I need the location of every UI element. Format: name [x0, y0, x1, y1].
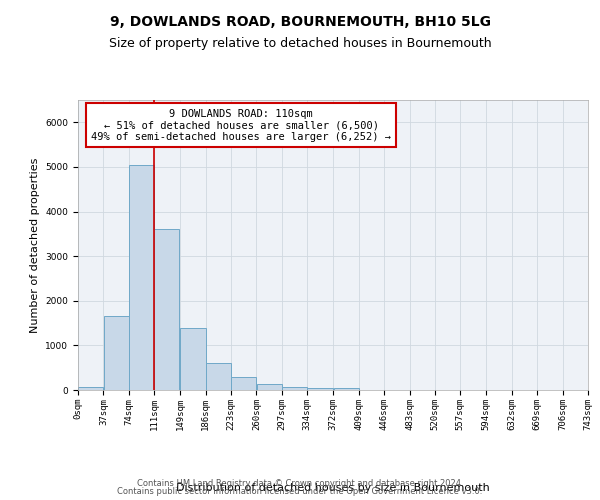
Bar [180, 328, 205, 390]
Bar [282, 386, 307, 390]
Text: 9, DOWLANDS ROAD, BOURNEMOUTH, BH10 5LG: 9, DOWLANDS ROAD, BOURNEMOUTH, BH10 5LG [110, 15, 491, 29]
Bar [334, 388, 359, 390]
Bar [307, 388, 333, 390]
Bar [231, 377, 256, 390]
Bar [129, 164, 154, 390]
Text: 9 DOWLANDS ROAD: 110sqm
← 51% of detached houses are smaller (6,500)
49% of semi: 9 DOWLANDS ROAD: 110sqm ← 51% of detache… [91, 108, 391, 142]
Bar [78, 386, 103, 390]
Text: Contains public sector information licensed under the Open Government Licence v3: Contains public sector information licen… [118, 487, 482, 496]
Text: Contains HM Land Registry data © Crown copyright and database right 2024.: Contains HM Land Registry data © Crown c… [137, 478, 463, 488]
Y-axis label: Number of detached properties: Number of detached properties [30, 158, 40, 332]
Bar [154, 230, 179, 390]
Text: Size of property relative to detached houses in Bournemouth: Size of property relative to detached ho… [109, 38, 491, 51]
Bar [104, 316, 128, 390]
X-axis label: Distribution of detached houses by size in Bournemouth: Distribution of detached houses by size … [176, 482, 490, 492]
Bar [206, 363, 231, 390]
Bar [257, 384, 281, 390]
